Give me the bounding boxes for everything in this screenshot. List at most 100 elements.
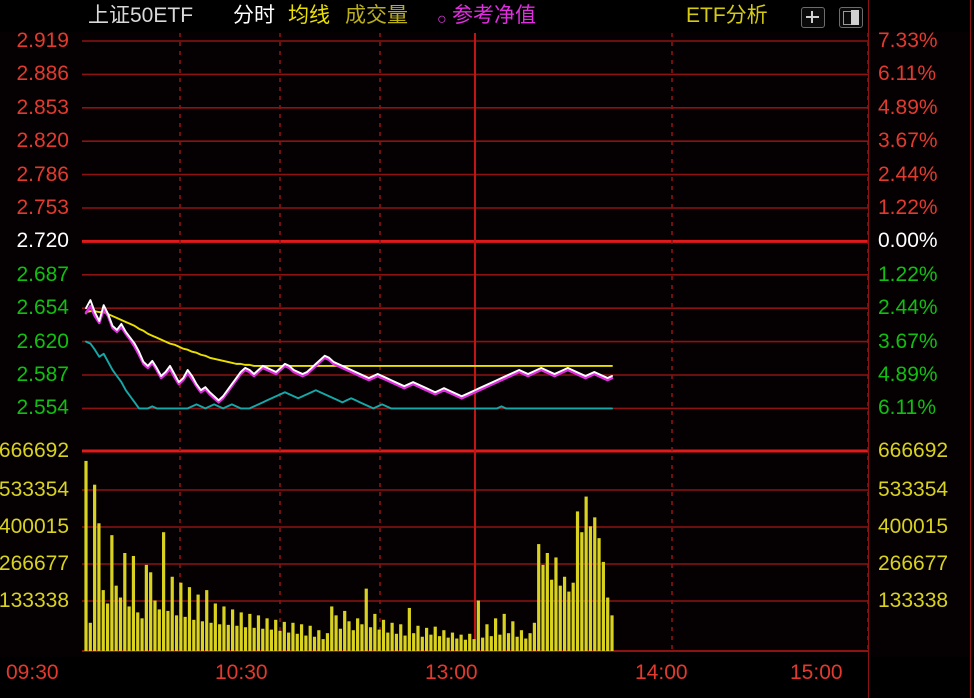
legend-moving-average[interactable]: 均线 (288, 4, 330, 27)
volume-bar (394, 633, 399, 651)
volume-bar (222, 606, 226, 651)
volume-bar (338, 628, 342, 651)
volume-bar (170, 576, 174, 651)
tab-intraday[interactable]: 分时 (233, 4, 275, 27)
volume-bar (321, 639, 325, 651)
volume-bar (174, 615, 179, 651)
volume-bar (455, 638, 459, 651)
volume-bar (93, 484, 97, 651)
volume-bar (463, 639, 468, 651)
volume-bar (256, 615, 261, 651)
time-tick-label: 13:00 (425, 661, 478, 684)
chart-header: 上证50ETF 分时 均线 成交量 ○ 参考净值 ETF分析 (0, 0, 974, 32)
volume-bar (179, 582, 183, 651)
volume-bar (506, 633, 511, 651)
series-line (85, 340, 613, 410)
volume-tick-label: 266677 (0, 552, 69, 575)
price-tick-label: 2.753 (16, 196, 69, 219)
volume-bar (166, 610, 170, 651)
volume-bar (101, 590, 105, 651)
etf-analysis-button[interactable]: ETF分析 (686, 4, 768, 27)
volume-bar (183, 616, 187, 651)
volume-bar (325, 633, 330, 651)
volume-bar (334, 615, 338, 651)
chart-plot-area[interactable] (82, 33, 868, 655)
split-pane-icon[interactable] (839, 7, 863, 28)
volume-bar (356, 618, 360, 651)
volume-bar (226, 624, 230, 651)
volume-bar (282, 621, 286, 651)
volume-bar (446, 637, 450, 651)
volume-bar (157, 609, 161, 651)
volume-bar (567, 591, 571, 651)
price-tick-label: 2.720 (16, 229, 69, 253)
volume-bar (360, 624, 364, 651)
volume-bar (299, 624, 304, 651)
volume-bar (291, 622, 295, 651)
volume-bar (368, 627, 373, 651)
volume-bar (601, 561, 605, 651)
volume-bar (364, 588, 368, 651)
right-frame-line (868, 0, 869, 698)
price-tick-label: 2.654 (16, 296, 69, 320)
price-tick-label: 2.853 (16, 95, 69, 119)
percent-tick-label: 6.11% (878, 396, 936, 420)
volume-bar (136, 612, 140, 651)
series-line (85, 299, 613, 402)
volume-bar (386, 632, 390, 651)
volume-bar (230, 609, 235, 651)
volume-bar (537, 544, 541, 651)
volume-bar (304, 635, 308, 651)
volume-bar (593, 517, 597, 651)
volume-bar (511, 621, 515, 651)
volume-bar (209, 622, 213, 651)
volume-bar (187, 587, 192, 651)
volume-bar (248, 613, 252, 651)
volume-bar (407, 607, 411, 651)
volume-bar (127, 606, 131, 651)
volume-bar (584, 496, 588, 651)
volume-bar (200, 621, 205, 651)
series-line (84, 304, 614, 404)
percent-tick-label: 4.89% (878, 363, 938, 386)
volume-bar (575, 511, 580, 651)
price-tick-label: 2.687 (16, 262, 69, 286)
volume-tick-label: 666692 (878, 439, 949, 462)
volume-bar (498, 634, 502, 651)
price-tick-label: 2.820 (16, 129, 69, 153)
percent-tick-label: 6.11% (878, 62, 936, 86)
volume-bar (351, 630, 355, 651)
volume-bar (317, 630, 321, 651)
volume-bar (110, 535, 114, 651)
volume-bar (420, 636, 424, 651)
volume-bar (476, 600, 480, 651)
volume-tick-label: 266677 (878, 552, 949, 575)
price-tick-label: 2.919 (16, 29, 69, 52)
percent-tick-label: 3.67% (878, 129, 938, 153)
volume-bar (287, 632, 291, 651)
volume-tick-label: 666692 (0, 439, 69, 462)
volume-bar (192, 619, 196, 651)
volume-bar (550, 579, 554, 651)
volume-bar (213, 603, 217, 651)
volume-tick-label: 133338 (0, 589, 69, 612)
time-tick-label: 15:00 (790, 661, 843, 684)
price-tick-label: 2.554 (16, 396, 69, 420)
volume-bar (545, 552, 549, 651)
volume-bar (437, 636, 442, 651)
percent-tick-label: 1.22% (878, 262, 938, 286)
volume-bar (554, 557, 558, 651)
volume-bar (347, 621, 351, 651)
legend-reference-nav[interactable]: 参考净值 (452, 4, 536, 27)
volume-bar (88, 622, 92, 651)
volume-bar (131, 555, 136, 651)
volume-bar (485, 624, 489, 651)
symbol-name[interactable]: 上证50ETF (88, 4, 194, 27)
crosshair-icon[interactable] (801, 7, 825, 28)
volume-bar (416, 625, 420, 651)
volume-bar (524, 638, 528, 651)
legend-volume[interactable]: 成交量 (345, 4, 408, 27)
price-tick-label: 2.587 (16, 363, 69, 386)
volume-bar (269, 629, 273, 651)
